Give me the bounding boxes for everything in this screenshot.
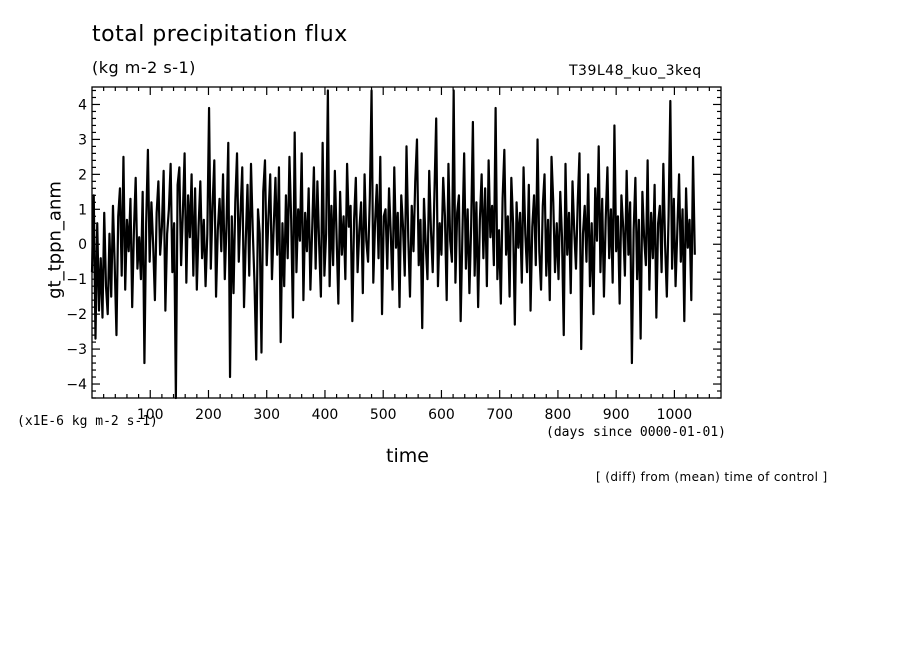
chart-title: total precipitation flux	[92, 22, 348, 47]
y-tick-label: 2	[78, 167, 87, 183]
y-tick-label: −1	[66, 272, 87, 288]
x-tick-label: 500	[370, 407, 397, 423]
y-tick-label: 4	[78, 97, 87, 113]
chart-units: (kg m-2 s-1)	[92, 58, 196, 77]
y-tick-label: 0	[78, 237, 87, 253]
x-units-label: (days since 0000-01-01)	[546, 425, 727, 440]
x-tick-label: 800	[545, 407, 572, 423]
y-tick-label: −2	[66, 307, 87, 323]
series-line	[90, 89, 696, 400]
run-label: T39L48_kuo_3keq	[569, 63, 702, 79]
x-tick-label: 900	[603, 407, 630, 423]
y-scale-note: (x1E-6 kg m-2 s-1)	[17, 414, 158, 429]
x-tick-label: 300	[253, 407, 280, 423]
axis-tick-labels: 100 200 300 400 500 600 700 800 900 1000 −4 −3 −2 −1 0…	[66, 97, 692, 423]
footnote: [ (diff) from (mean) time of control ]	[596, 470, 828, 484]
y-tick-label: 1	[78, 202, 87, 218]
y-tick-label: 3	[78, 132, 87, 148]
x-tick-label: 1000	[657, 407, 693, 423]
x-tick-label: 400	[312, 407, 339, 423]
y-tick-label: −4	[66, 377, 87, 393]
x-tick-label: 600	[428, 407, 455, 423]
axis-ticks	[92, 87, 721, 399]
y-tick-label: −3	[66, 342, 87, 358]
x-tick-label: 100	[137, 407, 164, 423]
x-tick-label: 200	[195, 407, 222, 423]
x-tick-label: 700	[486, 407, 513, 423]
x-axis-label: time	[386, 445, 429, 467]
